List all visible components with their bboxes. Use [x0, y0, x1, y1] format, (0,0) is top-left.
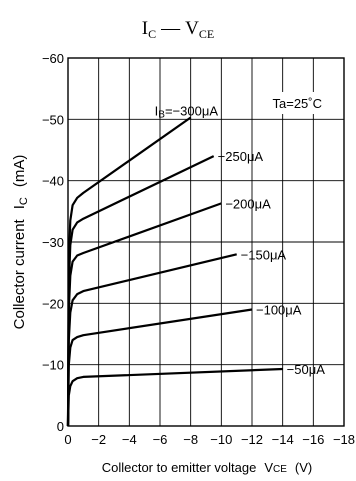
curve-series: [66, 155, 215, 427]
x-axis-label-text: Collector to emitter voltage: [102, 460, 257, 475]
title-vce-subscript: CE: [199, 27, 214, 41]
title-ic-subscript: C: [148, 27, 156, 41]
curve-label: −50μA: [287, 362, 326, 377]
curve-series: [66, 116, 192, 427]
y-tick-label: −40: [42, 174, 64, 189]
x-axis-symbol: V: [264, 460, 273, 475]
curve-label: IB=−300μA: [155, 103, 219, 120]
x-tick-labels: 0 −2 −4 −6 −8 −10 −12 −14 −16 −18: [64, 432, 355, 447]
x-tick-label: 0: [64, 432, 71, 447]
title-vce-symbol: V: [185, 18, 199, 39]
curve-label: −200μA: [225, 196, 271, 211]
x-tick-label: −2: [91, 432, 106, 447]
curve-label: −250μA: [218, 149, 264, 164]
y-axis-label-text: Collector current: [11, 218, 28, 329]
y-tick-label: −30: [42, 235, 64, 250]
curve-label-prefix: I: [155, 103, 159, 118]
x-axis-label: Collector to emitter voltage VCE (V): [102, 460, 313, 475]
curve-series: [66, 202, 222, 427]
curve-labels: −50μA −100μA −150μA −200μA −250μA IB=−300μA: [155, 103, 326, 376]
title-ic-symbol: I: [142, 18, 148, 39]
y-tick-label: −60: [42, 51, 64, 66]
curve-label: −100μA: [256, 302, 302, 317]
y-axis-label: Collector current IC (mA): [11, 155, 30, 330]
x-axis-symbol-subscript: CE: [273, 464, 287, 475]
x-tick-label: −4: [122, 432, 137, 447]
x-tick-label: −12: [241, 432, 263, 447]
curve-series: [66, 367, 283, 427]
curve-label-prefix-subscript: B: [158, 109, 165, 120]
y-tick-label: 0: [57, 419, 64, 434]
curves: [66, 116, 283, 427]
y-tick-labels: 0 −10 −20 −30 −40 −50 −60: [42, 51, 64, 434]
x-tick-label: −6: [153, 432, 168, 447]
x-tick-label: −8: [183, 432, 198, 447]
plot-frame: [67, 57, 345, 427]
title-dash: —: [160, 18, 181, 39]
curve-series: [66, 253, 237, 427]
x-axis-unit: (V): [295, 460, 312, 475]
curve-label: −150μA: [241, 247, 287, 262]
y-axis-unit: (mA): [11, 155, 28, 188]
x-tick-label: −10: [210, 432, 232, 447]
y-axis-symbol: I: [11, 205, 28, 209]
x-tick-label: −14: [272, 432, 294, 447]
condition-box-bg: [266, 92, 326, 114]
condition-label: Ta=25˚C: [273, 96, 323, 111]
chart-title: IC — VCE: [142, 18, 214, 41]
y-tick-label: −50: [42, 112, 64, 127]
x-tick-label: −18: [333, 432, 355, 447]
x-tick-label: −16: [302, 432, 324, 447]
y-axis-symbol-subscript: C: [18, 197, 30, 205]
curve-label-value: =−300μA: [165, 103, 218, 118]
y-tick-label: −10: [42, 358, 64, 373]
y-tick-label: −20: [42, 296, 64, 311]
